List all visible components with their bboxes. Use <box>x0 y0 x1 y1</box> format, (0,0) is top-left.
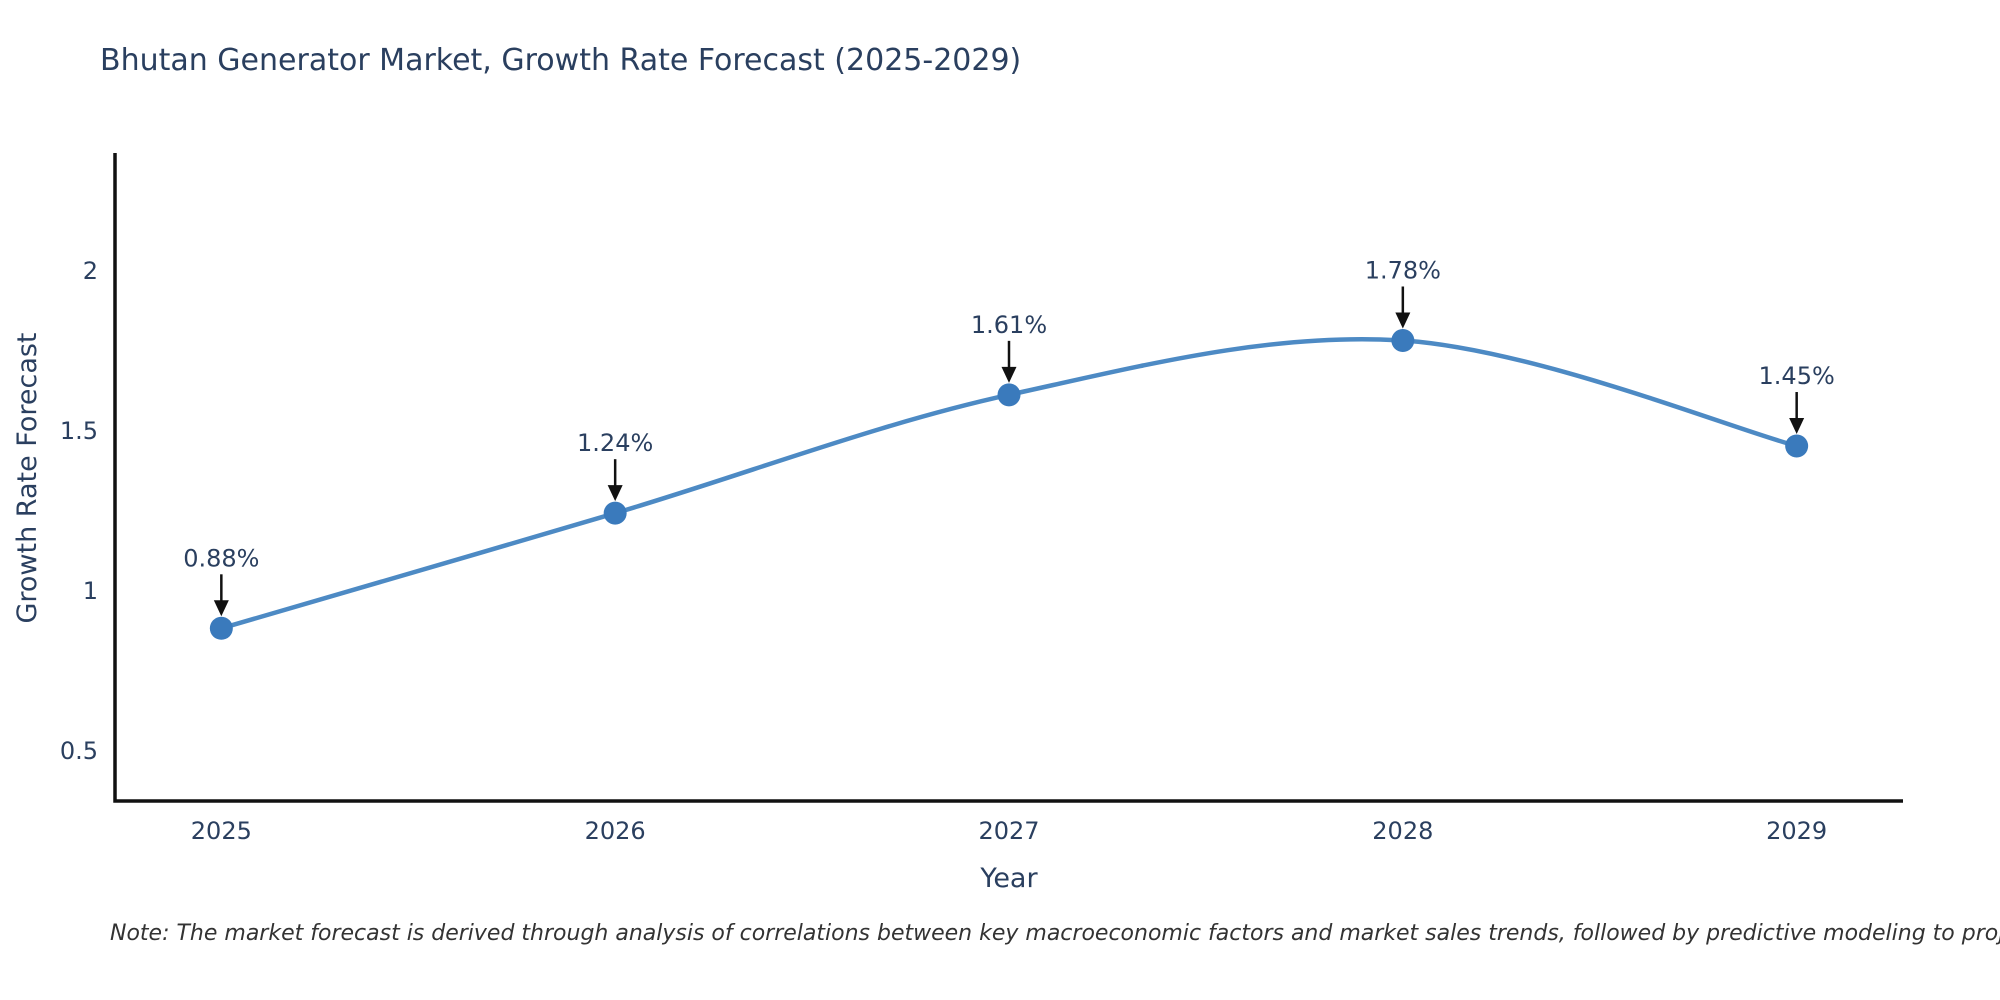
data-point-marker <box>209 616 233 640</box>
point-annotations: 0.88% 1.24% 1.61% 1.78% 1.45% <box>183 256 1835 617</box>
tick-labels: 0.5 1 1.5 2 2025 2026 2027 2028 2029 <box>60 257 1827 845</box>
point-value-label: 1.45% <box>1759 362 1835 390</box>
data-point-marker <box>603 501 627 525</box>
chart-title: Bhutan Generator Market, Growth Rate For… <box>100 43 1021 78</box>
x-tick-label: 2025 <box>191 817 252 845</box>
y-axis-title: Growth Rate Forecast <box>12 332 43 623</box>
annotation-arrowhead-icon <box>213 600 229 617</box>
x-axis-title: Year <box>979 863 1038 894</box>
y-tick-label: 0.5 <box>60 737 98 765</box>
x-tick-label: 2026 <box>585 817 646 845</box>
annotation-arrowhead-icon <box>607 485 623 502</box>
point-value-label: 0.88% <box>183 544 259 572</box>
y-tick-label: 1 <box>83 577 98 605</box>
line-trace <box>209 328 1809 640</box>
axis-lines <box>113 153 1903 803</box>
axes <box>113 153 1903 803</box>
data-point-marker <box>1391 328 1415 352</box>
y-tick-label: 1.5 <box>60 417 98 445</box>
y-tick-label: 2 <box>83 257 98 285</box>
point-value-label: 1.78% <box>1365 256 1441 284</box>
point-value-label: 1.24% <box>577 429 653 457</box>
annotation-arrowhead-icon <box>1789 418 1805 435</box>
point-value-label: 1.61% <box>971 311 1047 339</box>
x-tick-label: 2027 <box>978 817 1039 845</box>
x-tick-label: 2028 <box>1372 817 1433 845</box>
data-point-marker <box>997 383 1021 407</box>
annotation-arrowhead-icon <box>1001 366 1017 383</box>
x-tick-label: 2029 <box>1766 817 1827 845</box>
footnote: Note: The market forecast is derived thr… <box>110 921 2000 946</box>
data-point-marker <box>1785 434 1809 458</box>
annotation-arrowhead-icon <box>1395 312 1411 329</box>
